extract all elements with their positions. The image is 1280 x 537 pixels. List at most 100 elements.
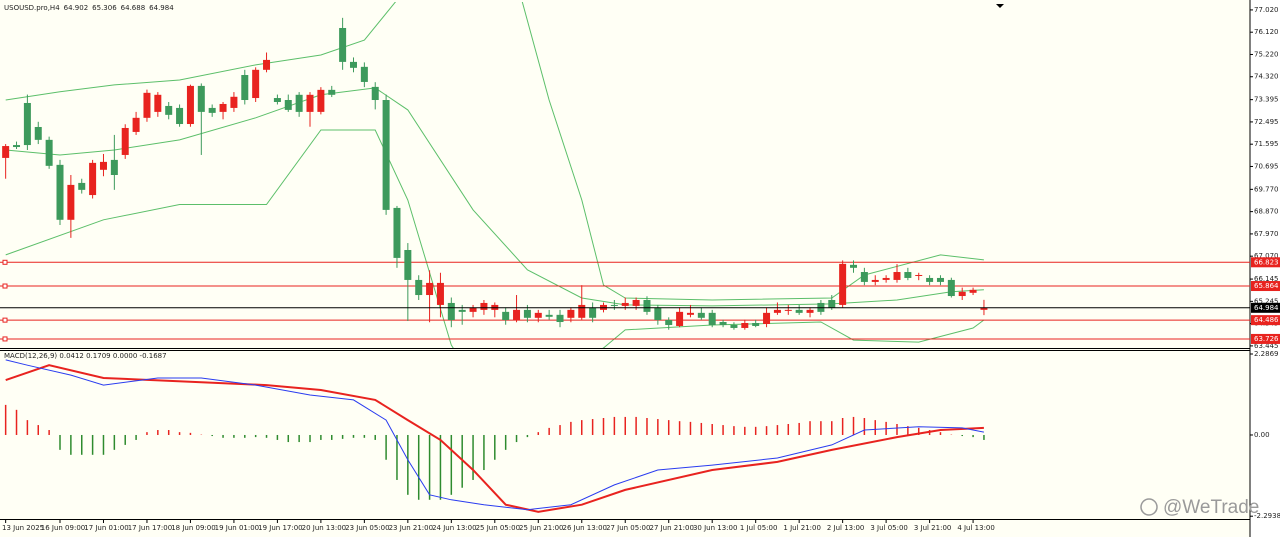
- candle-body: [23, 102, 31, 146]
- x-tick-label: 25 Jun 21:00: [519, 524, 563, 532]
- candle-body: [2, 146, 10, 158]
- level-label-box: [1251, 333, 1280, 344]
- x-tick-label: 18 Jun 09:00: [171, 524, 215, 532]
- candle-body: [969, 289, 977, 293]
- axis-background: [1250, 0, 1280, 537]
- macd-line: [5, 364, 984, 513]
- candle-body: [513, 309, 521, 321]
- candle-body: [306, 94, 314, 112]
- watermark: @WeTrade: [1163, 497, 1259, 518]
- x-tick-label: 27 Jun 05:00: [606, 524, 650, 532]
- candle-body: [273, 98, 281, 102]
- candle-body: [263, 59, 271, 70]
- candle-body: [99, 161, 107, 170]
- candle-body: [654, 307, 662, 321]
- candle-body: [349, 61, 357, 68]
- level-label: 64.486: [1254, 316, 1279, 324]
- candle-body: [915, 274, 923, 276]
- candle-body: [947, 279, 955, 297]
- x-tick-label: 25 Jun 05:00: [476, 524, 520, 532]
- bollinger-band: [5, 129, 985, 348]
- macd-title: MACD(12,26,9) 0.0412 0.1709 0.0000 -0.16…: [4, 352, 167, 360]
- candle-body: [502, 311, 510, 321]
- candle-body: [752, 323, 760, 326]
- x-tick-label: 19 Jun 17:00: [258, 524, 302, 532]
- candle-body: [371, 86, 379, 101]
- y-tick-label: 68.870: [1254, 208, 1279, 216]
- x-tick-label: 3 Jul 05:00: [870, 524, 908, 532]
- chart-header: USOUSD.pro,H4 64.902 65.306 64.688 64.984: [4, 4, 174, 12]
- x-tick-label: 27 Jun 21:00: [649, 524, 693, 532]
- candle-body: [436, 282, 444, 305]
- candle-body: [643, 299, 651, 312]
- level-handle: [2, 259, 8, 265]
- price-plot: [0, 2, 1250, 348]
- candle-body: [578, 304, 586, 318]
- symbol: USOUSD.pro,H4: [4, 4, 60, 12]
- y-tick-label: 75.220: [1254, 50, 1279, 58]
- shift-marker: [996, 4, 1004, 8]
- price-label: 64.984: [1254, 304, 1279, 312]
- ohlc-high: 65.306: [92, 4, 117, 12]
- candle-body: [154, 94, 162, 112]
- candle-body: [665, 320, 673, 325]
- candle-body: [839, 263, 847, 305]
- candle-body: [241, 75, 249, 101]
- candle-body: [295, 94, 303, 112]
- y-tick-label: 2.2869: [1254, 350, 1279, 358]
- x-tick-label: 3 Jul 21:00: [914, 524, 952, 532]
- candle-body: [143, 92, 151, 118]
- candle-body: [545, 314, 553, 317]
- candle-body: [186, 85, 194, 125]
- x-tick-label: 20 Jun 13:00: [302, 524, 346, 532]
- candle-body: [904, 272, 912, 278]
- level-handle: [2, 317, 8, 323]
- candle-body: [773, 309, 781, 313]
- candle-body: [534, 312, 542, 318]
- candle-body: [34, 126, 42, 140]
- candle-body: [426, 282, 434, 296]
- candle-body: [447, 302, 455, 321]
- plot-background: [0, 0, 1250, 537]
- candle-body: [165, 105, 173, 115]
- x-tick-label: 23 Jun 21:00: [389, 524, 433, 532]
- candle-body: [567, 309, 575, 318]
- candle-body: [176, 107, 184, 125]
- candle-body: [926, 277, 934, 282]
- bollinger-band: [5, 87, 984, 307]
- y-tick-label: 66.145: [1254, 275, 1279, 283]
- x-tick-label: 23 Jun 05:00: [345, 524, 389, 532]
- y-tick-label: 67.070: [1254, 252, 1279, 260]
- y-tick-label: 73.395: [1254, 96, 1279, 104]
- candle-body: [67, 184, 75, 220]
- candle-body: [110, 159, 118, 175]
- y-tick-label: 72.495: [1254, 118, 1279, 126]
- candle-body: [850, 264, 858, 268]
- candle-body: [480, 302, 488, 310]
- candle-body: [328, 89, 336, 95]
- x-tick-label: 26 Jun 13:00: [563, 524, 607, 532]
- candle-body: [132, 117, 140, 132]
- candle-body: [404, 249, 412, 280]
- candle-body: [219, 103, 227, 112]
- y-tick-label: 76.120: [1254, 28, 1279, 36]
- candle-body: [610, 304, 618, 306]
- watermark-logo: [1140, 498, 1158, 516]
- candle-body: [795, 309, 803, 313]
- candle-body: [806, 309, 814, 313]
- y-tick-label: 70.695: [1254, 162, 1279, 170]
- x-tick-label: 2 Jul 13:00: [827, 524, 865, 532]
- candle-body: [632, 299, 640, 306]
- candle-body: [121, 127, 129, 155]
- y-tick-label: 77.020: [1254, 6, 1279, 14]
- y-tick-label: 71.595: [1254, 140, 1279, 148]
- y-tick-label: 69.770: [1254, 185, 1279, 193]
- candle-body: [317, 89, 325, 112]
- candle-body: [458, 309, 466, 312]
- candle-body: [382, 100, 390, 210]
- candle-body: [686, 312, 694, 315]
- candle-body: [741, 323, 749, 328]
- y-tick-label: 63.445: [1254, 342, 1279, 350]
- candle-body: [45, 139, 53, 166]
- x-tick-label: 17 Jun 17:00: [128, 524, 172, 532]
